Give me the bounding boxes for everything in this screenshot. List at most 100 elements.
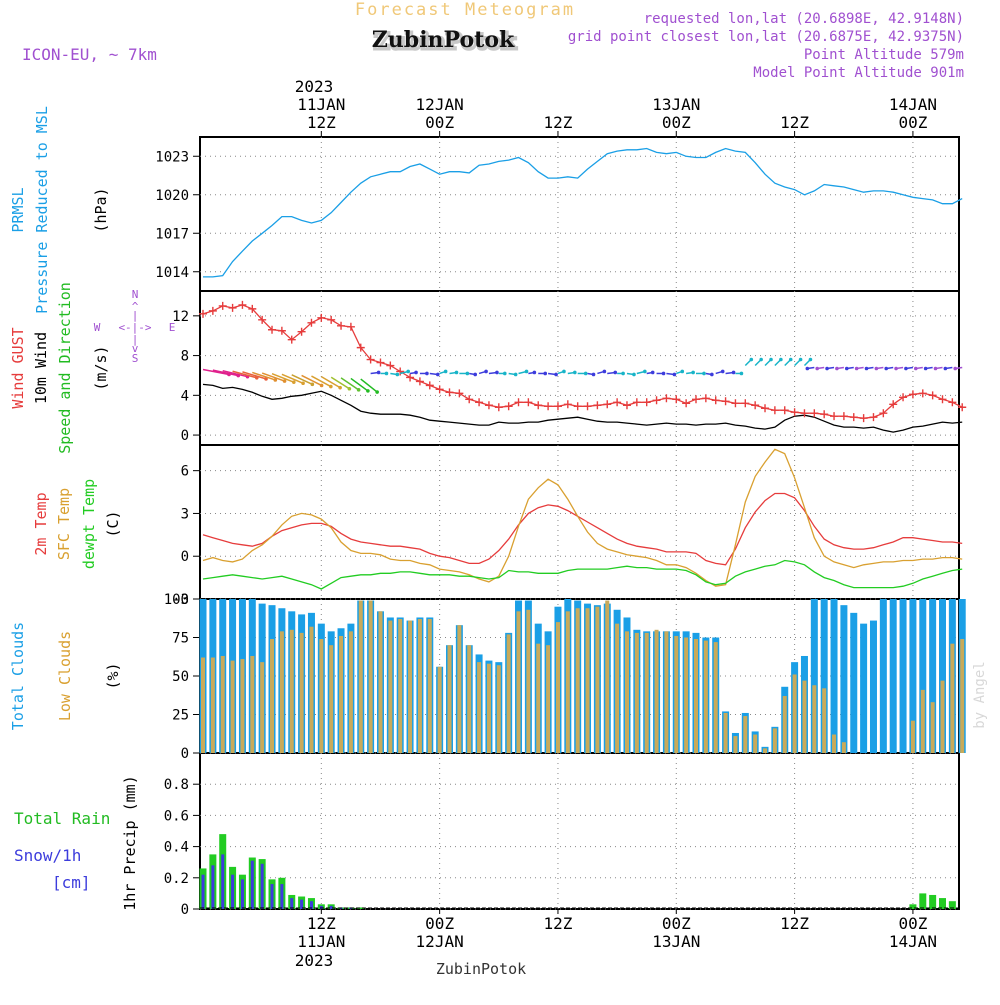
wind-direction-arrowhead [338, 385, 342, 390]
low-cloud-bar [743, 716, 748, 753]
snow-bar [290, 898, 294, 909]
low-cloud-bar [368, 600, 373, 753]
wind-direction-arrow [252, 371, 276, 381]
top-hour-label: 12Z [544, 113, 573, 132]
temperature-grid: -3 0 3 6 [172, 445, 959, 608]
y-tick-label: 1017 [155, 226, 189, 242]
low-cloud-bar [210, 657, 215, 753]
gust-marker [849, 413, 858, 422]
wind-direction-arrowhead [953, 366, 958, 371]
total-cloud-bar [909, 599, 917, 753]
wind-direction-arrowhead [591, 372, 596, 377]
gust-marker [337, 321, 346, 330]
wind-direction-arrowhead [923, 366, 928, 371]
total-cloud-bar [889, 599, 897, 753]
low-cloud-bar [733, 736, 738, 753]
snow-bar [300, 899, 304, 909]
wind-direction-arrowhead [825, 366, 829, 371]
low-cloud-bar [486, 663, 491, 753]
wind-direction-arrowhead [503, 371, 507, 376]
temp-unit: (C) [104, 510, 122, 537]
low-cloud-bar [605, 600, 610, 753]
low-cloud-bar [388, 620, 393, 753]
pressure-msl-label: Pressure Reduced to MSL [33, 106, 51, 314]
snow-bar [270, 884, 274, 909]
gust-marker [859, 414, 868, 423]
snow-bar [319, 905, 323, 909]
wind-direction-arrowhead [319, 383, 324, 388]
wind-direction-arrow [202, 368, 230, 376]
low-cloud-bar [595, 606, 600, 753]
snow-bar [211, 865, 215, 909]
y-tick-label: 12 [172, 309, 189, 325]
wind-direction-arrowhead [835, 366, 839, 371]
wind-direction-arrowhead [613, 370, 618, 375]
gust-marker [928, 391, 937, 400]
gust-marker [307, 318, 316, 327]
rain-bar [929, 894, 937, 909]
requested-coords: requested lon,lat (20.6898E, 42.9148N) [644, 11, 964, 27]
wind-direction-arrowhead [562, 369, 566, 374]
bottom-date-label: 11JAN [297, 932, 345, 951]
gust-marker [603, 400, 612, 409]
wind-direction-arrow [301, 374, 322, 387]
gust-marker [248, 304, 257, 313]
gust-marker [918, 389, 927, 398]
y-tick-label: 0 [181, 902, 189, 918]
gust-marker [277, 326, 286, 335]
total-cloud-bar [810, 599, 818, 753]
low-cloud-bar [230, 660, 235, 753]
low-cloud-bar [703, 640, 708, 753]
gust-marker [613, 398, 622, 407]
y-tick-label: 75 [172, 631, 189, 647]
top-date-label: 12JAN [416, 95, 464, 114]
total-cloud-bar [850, 612, 858, 753]
low-cloud-bar [348, 631, 353, 753]
low-cloud-bar [467, 645, 472, 753]
gust-marker [258, 315, 267, 324]
low-cloud-bar [427, 619, 432, 753]
gust-marker [958, 403, 967, 412]
wind-direction-arrowhead [329, 384, 333, 389]
wind-direction-arrowhead [874, 366, 879, 371]
wind-direction-arrowhead [672, 372, 677, 377]
wind-direction-arrowhead [443, 369, 448, 374]
gust-marker [494, 403, 503, 412]
y-tick-label: 0 [181, 428, 189, 444]
wind-direction-arrow [360, 378, 378, 393]
wind-direction-arrowhead [702, 371, 706, 376]
wind-direction-arrowhead [366, 389, 370, 393]
top-hour-label: 00Z [425, 113, 454, 132]
wind-direction-arrowhead [395, 372, 400, 377]
low-cloud-bar [496, 665, 501, 753]
low-cloud-bar [920, 689, 925, 753]
gust-marker [475, 398, 484, 407]
wind-direction-arrowhead [273, 378, 278, 382]
gust-marker [692, 395, 700, 404]
low-cloud-bar [644, 632, 649, 753]
wind-gust-line [202, 304, 963, 419]
low-cloud-bar [457, 625, 462, 753]
gust-marker [534, 401, 543, 410]
total-cloud-bar [860, 623, 868, 753]
wind-direction-arrowhead [573, 370, 577, 375]
wind-direction-arrowhead [643, 369, 647, 374]
precip-labels: Total Rain Snow/1h [cm] 1hr Precip (mm) [14, 775, 139, 910]
low-cloud-bar [910, 720, 915, 753]
wind-direction-arrow [222, 369, 248, 378]
gust-marker [553, 402, 562, 411]
gust-marker [455, 389, 464, 398]
gust-marker [652, 396, 661, 405]
wind-direction-arrow [281, 373, 304, 384]
wind-direction-arrow [212, 369, 239, 377]
gust-marker [711, 396, 720, 405]
gust-marker [317, 313, 326, 322]
snow-bar [309, 901, 313, 909]
wind-direction-arrowhead [632, 372, 636, 377]
y-tick-label: 0 [181, 746, 189, 762]
low-cloud-bar [477, 662, 482, 753]
gust-marker [869, 413, 878, 422]
snow-label: Snow/1h [14, 846, 81, 865]
